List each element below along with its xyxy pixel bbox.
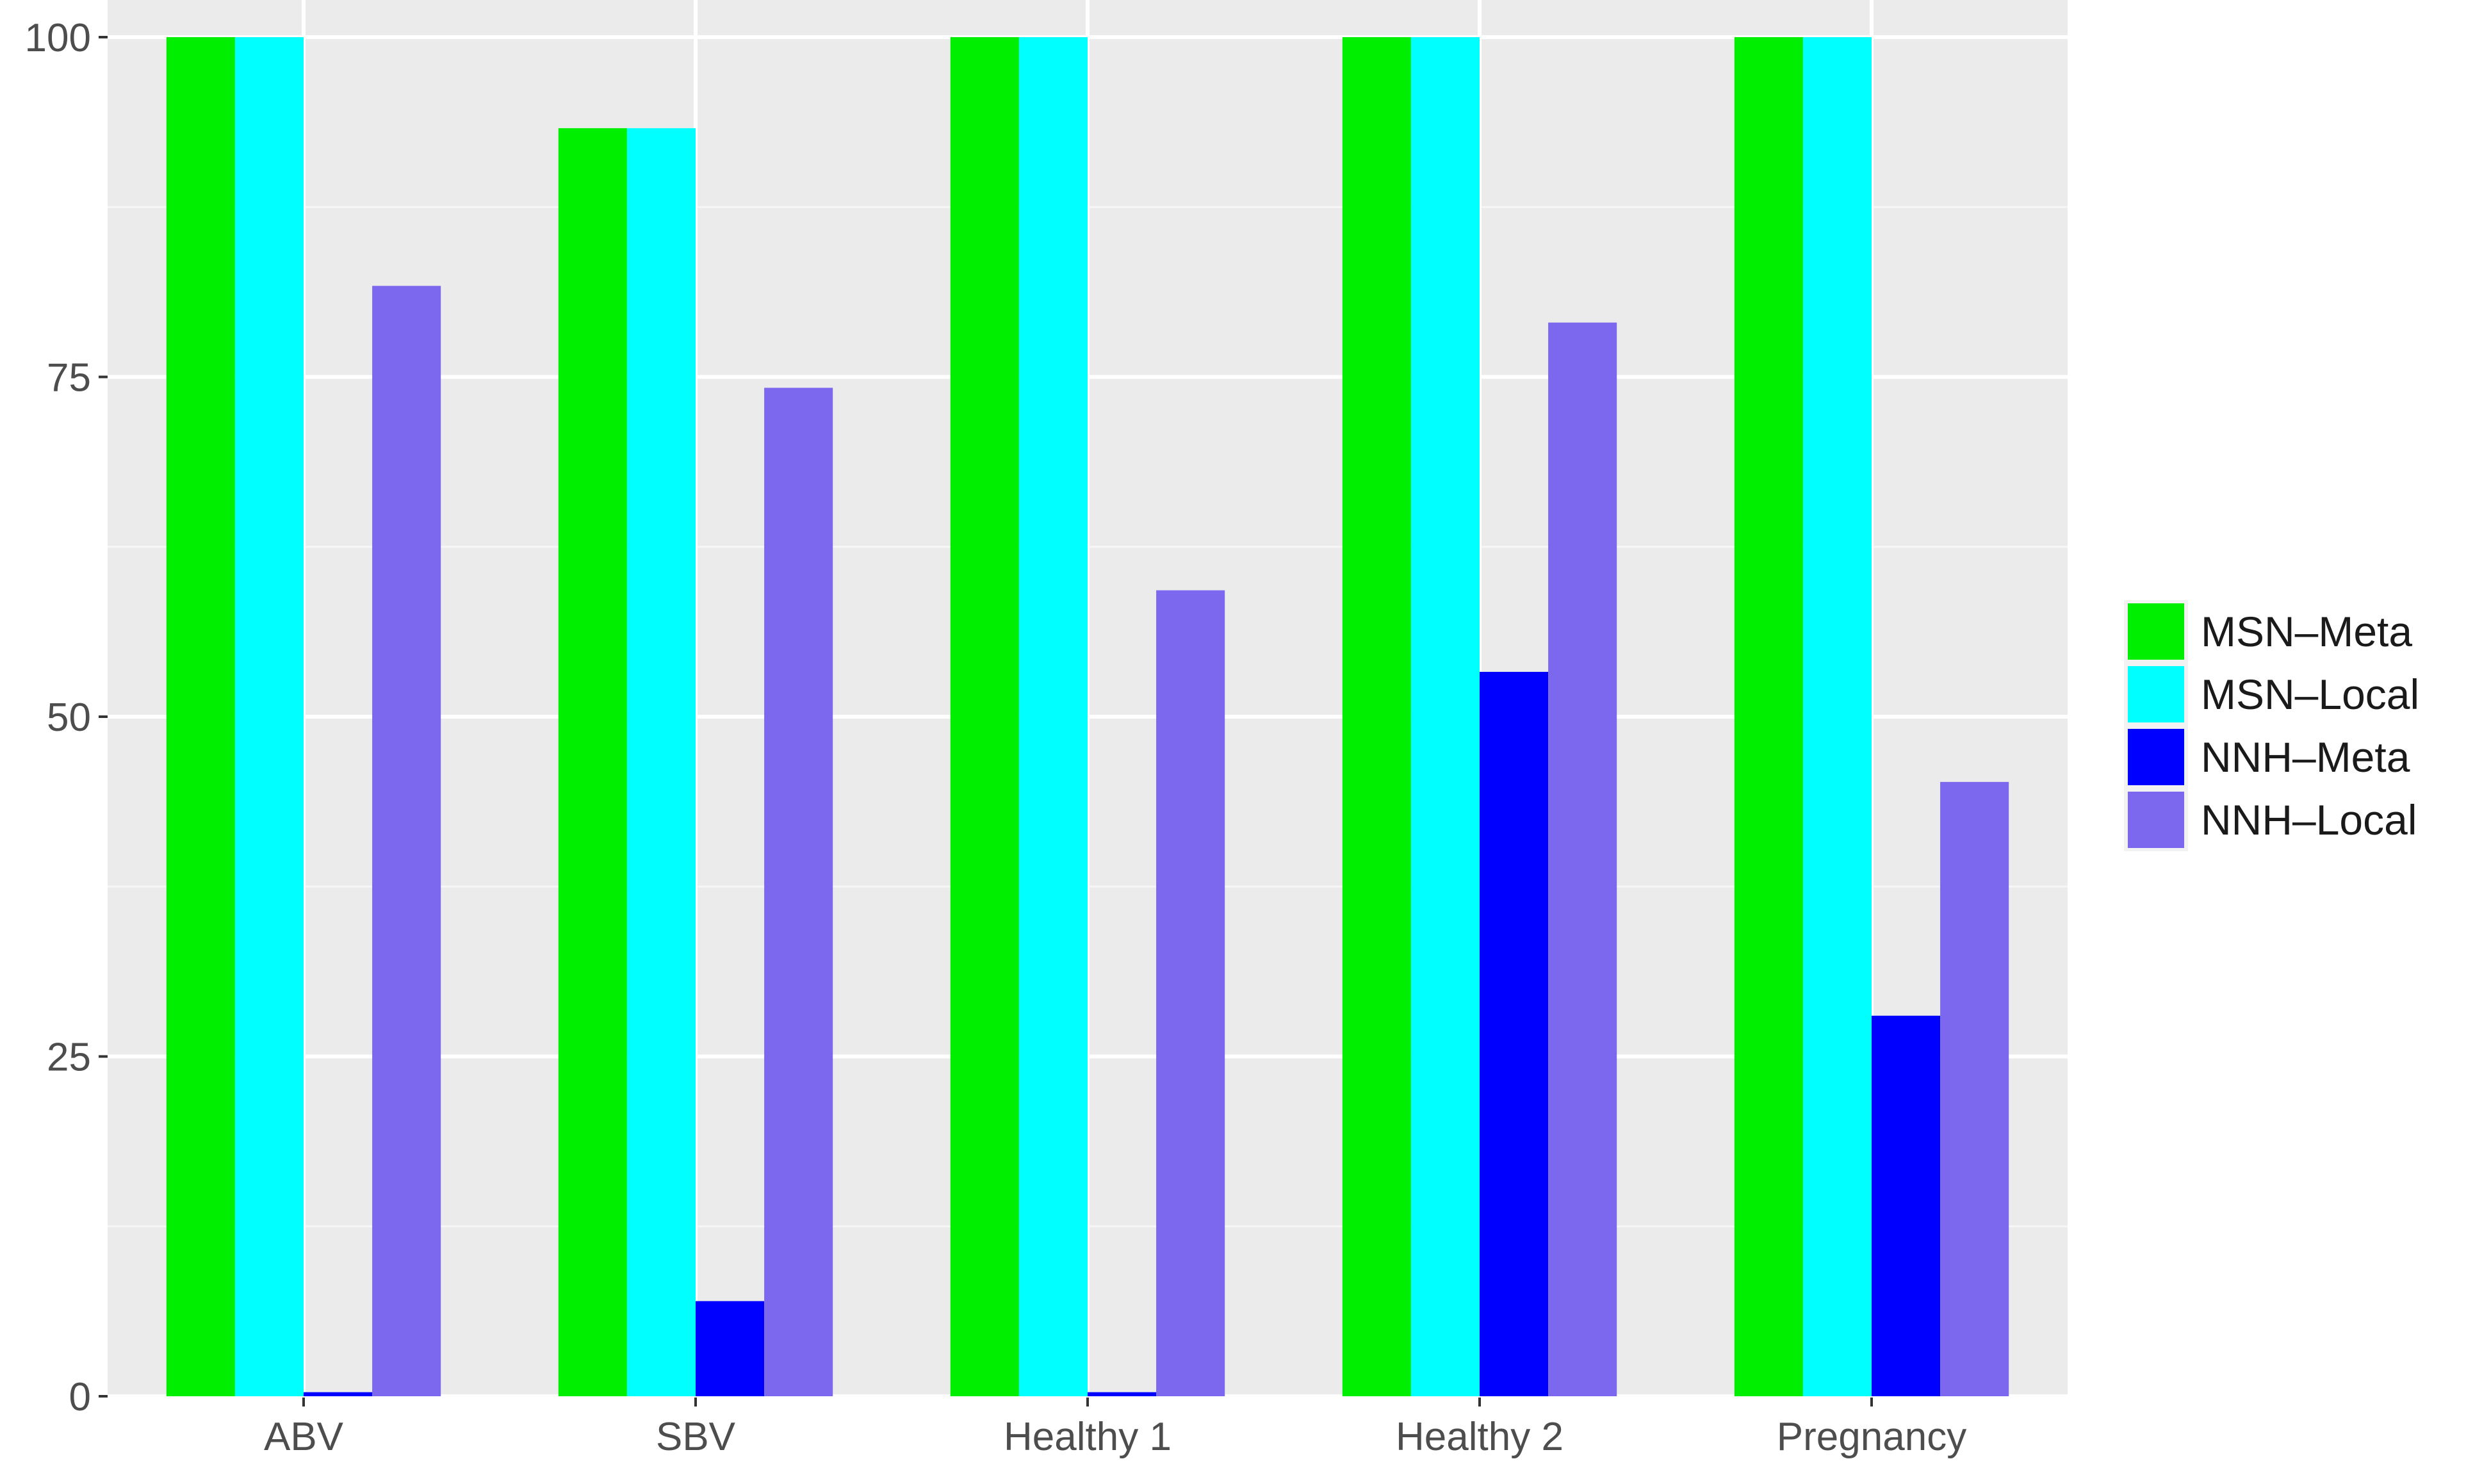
legend: MSN–Meta MSN–Local NNH–Meta NNH–Local — [2124, 600, 2419, 851]
legend-label: MSN–Local — [2201, 671, 2419, 718]
y-tick-label: 50 — [47, 696, 91, 740]
legend-label: NNH–Meta — [2201, 733, 2410, 781]
bar-msn-local — [1018, 37, 1088, 1396]
bar-msn-local — [1802, 37, 1872, 1396]
bar-nnh-local — [1156, 590, 1225, 1396]
x-tick-label: Pregnancy — [1777, 1415, 1966, 1459]
bar-nnh-local — [1940, 781, 2009, 1396]
x-axis: ABV SBV Healthy 1 Healthy 2 Pregnancy — [264, 1398, 1966, 1459]
bar-nnh-local — [372, 286, 441, 1397]
bar-msn-local — [626, 128, 696, 1397]
y-tick-label: 0 — [69, 1375, 91, 1419]
bar-msn-meta — [166, 37, 235, 1396]
legend-swatch — [2128, 729, 2184, 785]
bar-nnh-local — [764, 387, 833, 1396]
x-tick-label: SBV — [656, 1415, 736, 1459]
bar-nnh-meta — [1872, 1015, 1941, 1396]
x-tick-label: ABV — [264, 1415, 344, 1459]
legend-swatch — [2128, 603, 2184, 660]
bar-nnh-meta — [1480, 671, 1549, 1396]
bar-nnh-meta — [1088, 1392, 1157, 1396]
bar-msn-meta — [950, 37, 1019, 1396]
legend-swatch — [2128, 666, 2184, 722]
bar-msn-local — [1410, 37, 1480, 1396]
bar-msn-meta — [558, 128, 627, 1397]
y-tick-label: 75 — [47, 356, 91, 400]
y-tick-label: 25 — [47, 1036, 91, 1080]
x-tick-label: Healthy 2 — [1396, 1415, 1564, 1459]
y-tick-label: 100 — [25, 16, 91, 60]
legend-swatch — [2128, 792, 2184, 848]
y-axis: 0 25 50 75 100 — [25, 16, 108, 1419]
legend-label: NNH–Local — [2201, 796, 2417, 844]
bar-nnh-meta — [304, 1392, 373, 1396]
legend-label: MSN–Meta — [2201, 608, 2412, 655]
bar-msn-meta — [1734, 37, 1803, 1396]
bar-msn-local — [234, 37, 304, 1396]
bar-msn-meta — [1342, 37, 1411, 1396]
bar-nnh-meta — [696, 1301, 765, 1396]
x-tick-label: Healthy 1 — [1004, 1415, 1172, 1459]
bar-nnh-local — [1548, 322, 1617, 1396]
bars — [166, 37, 2009, 1397]
